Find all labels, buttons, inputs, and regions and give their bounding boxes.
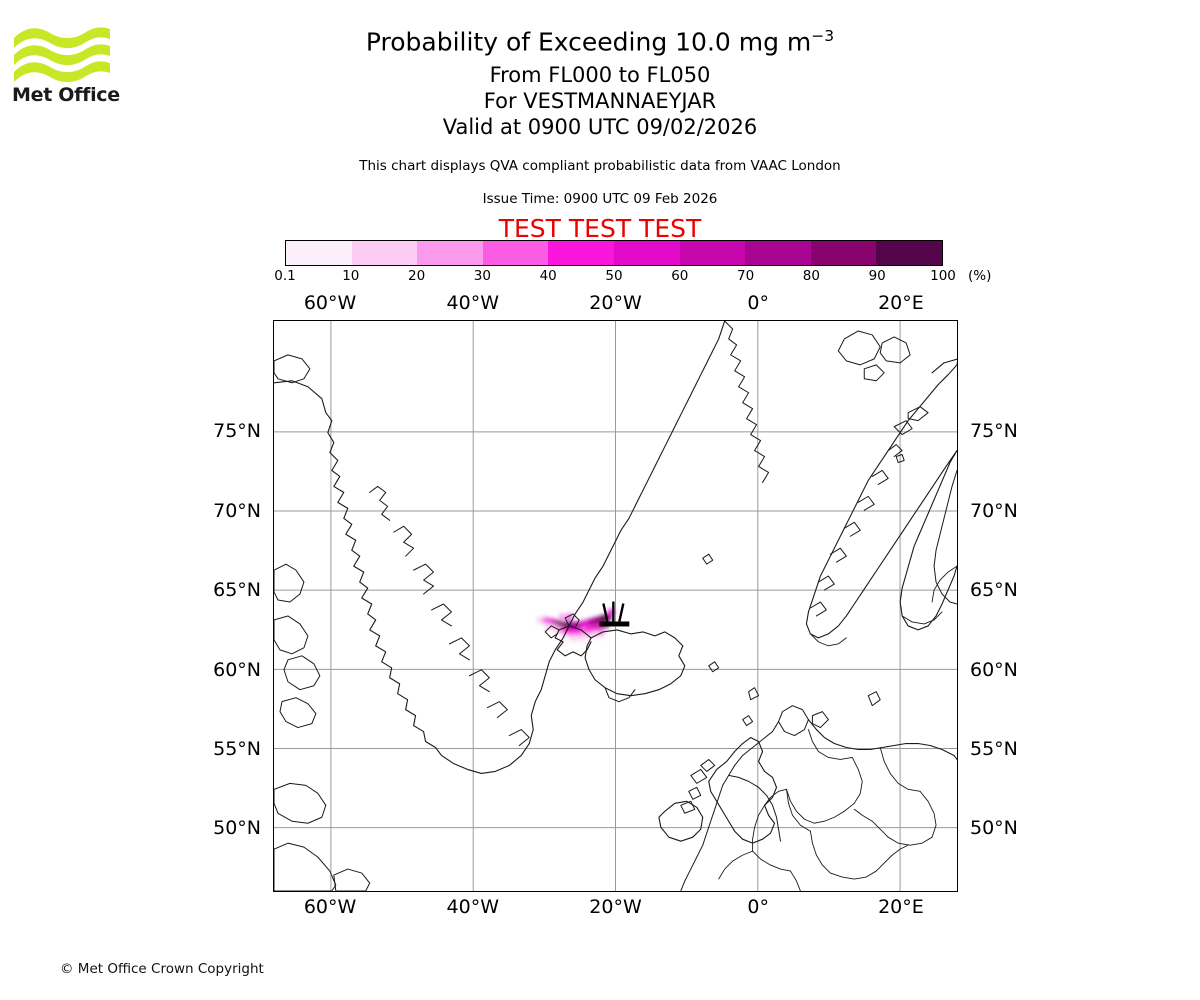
plume-cell-27: [576, 634, 583, 641]
colorbar-tick-50: 50: [605, 268, 623, 284]
colorbar-tick-80: 80: [802, 268, 820, 284]
plume-cell-3: [588, 618, 595, 626]
plume-cell-2: [593, 616, 601, 624]
lon-label-top-2: 20°W: [589, 292, 642, 314]
plume-cell-16: [585, 626, 592, 634]
lon-label-top-0: 60°W: [303, 292, 357, 314]
plume-cell-1: [599, 615, 606, 622]
lon-label-bottom-0: 60°W: [303, 896, 357, 918]
lon-label-top-3: 0°: [747, 292, 769, 314]
colorbar-tick-10: 10: [342, 268, 360, 284]
colorbar-segment-6: [679, 241, 746, 265]
source-marker-bar: [599, 621, 630, 627]
lat-label-right-3: 60°N: [970, 658, 1018, 681]
plume-cell-11: [542, 616, 549, 624]
plume-cell-31: [566, 613, 573, 621]
lon-label-bottom-3: 0°: [747, 896, 769, 918]
page-title: Probability of Exceeding 10.0 mg m−3: [0, 27, 1200, 56]
lat-label-right-5: 50°N: [970, 817, 1018, 840]
colorbar-tick-20: 20: [408, 268, 426, 284]
colorbar-tick-30: 30: [473, 268, 491, 284]
colorbar-segment-5: [613, 241, 680, 265]
plume-cell-20: [562, 628, 569, 635]
colorbar-tick-labels: 0.1 10 20 30 40 50 60 70 80 90 100: [0, 268, 1200, 286]
source-marker-ray-2: [618, 603, 625, 622]
colorbar-tick-40: 40: [539, 268, 557, 284]
colorbar-gradient: [285, 240, 943, 266]
plume-cell-32: [559, 613, 566, 621]
plume-cell-19: [568, 628, 575, 635]
logo-brand-text: Met Office: [12, 84, 120, 106]
lon-label-bottom-4: 20°E: [878, 896, 924, 918]
colorbar-segment-2: [417, 241, 483, 265]
lat-label-right-2: 65°N: [970, 579, 1018, 602]
colorbar-tick-0.1: 0.1: [274, 268, 296, 284]
plume-cell-28: [569, 634, 576, 641]
plume-cell-14: [596, 623, 603, 630]
plume-cell-10: [548, 618, 555, 626]
source-location-marker: [599, 601, 630, 627]
plume-cell-23: [545, 623, 552, 630]
colorbar-segment-3: [482, 241, 549, 265]
title-exponent: −3: [811, 27, 835, 45]
source-marker-ray-0: [602, 603, 609, 622]
lat-label-left-0: 75°N: [213, 420, 261, 443]
issue-time-line: Issue Time: 0900 UTC 09 Feb 2026: [482, 191, 718, 207]
plume-cell-22: [551, 624, 558, 632]
lat-label-right-0: 75°N: [970, 420, 1018, 443]
logo-waves-icon: [14, 27, 110, 83]
lat-label-left-3: 60°N: [213, 658, 261, 681]
colorbar: [285, 240, 943, 266]
colorbar-segment-0: [286, 241, 352, 265]
test-banner: TEST TEST TEST: [498, 214, 702, 243]
lat-label-left-1: 70°N: [213, 499, 261, 522]
colorbar-segment-8: [810, 241, 877, 265]
lat-label-left-5: 50°N: [213, 817, 261, 840]
map-canvas: [274, 321, 957, 891]
plume-cell-29: [562, 634, 569, 641]
colorbar-segment-1: [351, 241, 418, 265]
map-panel[interactable]: [273, 320, 958, 892]
plume-cell-12: [537, 616, 544, 624]
colorbar-segment-4: [548, 241, 614, 265]
lon-label-bottom-2: 20°W: [589, 896, 642, 918]
lon-label-top-4: 20°E: [878, 292, 924, 314]
plume-cell-26: [584, 632, 591, 640]
plume-cell-15: [591, 624, 598, 632]
location-line: For VESTMANNAEYJAR: [483, 89, 717, 113]
plume-cell-25: [591, 631, 598, 638]
plume-cell-4: [582, 620, 589, 627]
plume-cell-9: [554, 620, 561, 627]
lon-label-top-1: 40°W: [446, 292, 500, 314]
colorbar-tick-90: 90: [868, 268, 886, 284]
colorbar-segment-7: [745, 241, 811, 265]
lat-label-left-4: 55°N: [213, 738, 261, 760]
colorbar-segment-9: [876, 241, 942, 265]
compliance-note: This chart displays QVA compliant probab…: [359, 158, 841, 174]
plume-cell-5: [576, 621, 583, 629]
colorbar-unit-label: (%): [968, 268, 992, 284]
map-gridlines: [274, 321, 957, 891]
valid-time-line: Valid at 0900 UTC 09/02/2026: [442, 115, 758, 139]
plume-cell-8: [559, 621, 566, 629]
country-borders: [718, 565, 957, 891]
copyright-text: © Met Office Crown Copyright: [60, 961, 264, 977]
plume-cell-30: [608, 609, 615, 616]
lat-label-left-2: 65°N: [213, 579, 261, 602]
plume-cell-18: [574, 628, 581, 635]
colorbar-tick-70: 70: [737, 268, 755, 284]
lat-label-right-1: 70°N: [970, 499, 1018, 522]
lon-label-bottom-1: 40°W: [446, 896, 500, 918]
coastlines: [274, 321, 957, 891]
plume-cell-0: [605, 613, 612, 621]
title-text: Probability of Exceeding 10.0 mg m: [365, 27, 812, 57]
plume-cell-6: [571, 621, 578, 629]
flight-level-line: From FL000 to FL050: [489, 63, 711, 87]
colorbar-tick-100: 100: [930, 268, 956, 284]
met-office-logo: Met Office: [12, 22, 122, 117]
lat-label-right-4: 55°N: [970, 738, 1018, 760]
colorbar-tick-60: 60: [671, 268, 689, 284]
